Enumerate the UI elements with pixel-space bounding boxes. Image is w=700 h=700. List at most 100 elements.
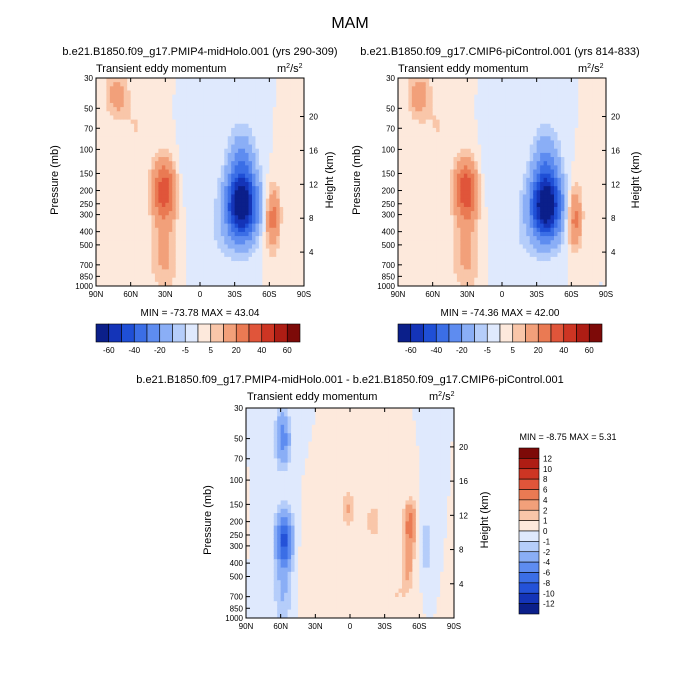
contour-cell [175,223,180,229]
contour-cell [151,252,156,258]
contour-cell [456,102,461,108]
contour-cell [265,148,270,154]
contour-cell [262,215,267,221]
contour-cell [213,123,218,129]
contour-cell [463,261,468,266]
contour-cell [460,269,465,275]
contour-cell [300,107,304,112]
contour-cell [106,136,111,141]
contour-cell [522,98,527,104]
contour-cell [477,115,482,121]
contour-cell [210,269,215,275]
contour-cell [272,252,277,258]
contour-cell [123,119,128,125]
contour-cell [512,177,517,183]
contour-cell [474,252,479,258]
contour-cell [463,140,468,146]
contour-cell [109,277,114,283]
contour-cell [522,86,527,92]
contour-cell [196,119,201,125]
contour-cell [415,177,420,183]
contour-cell [224,206,229,212]
contour-cell [186,78,191,83]
contour-cell [165,90,170,96]
contour-cell [224,136,229,141]
contour-cell [189,198,194,204]
contour-cell [481,269,486,275]
contour-cell [515,273,520,279]
contour-cell [512,227,517,233]
contour-cell [398,152,403,158]
contour-cell [193,219,198,225]
contour-cell [446,236,451,241]
contour-cell [99,231,104,237]
contour-cell [130,211,135,216]
contour-cell [224,256,229,262]
contour-cell [141,269,146,275]
contour-cell [446,182,451,187]
contour-cell [526,169,531,175]
contour-cell [279,173,284,179]
contour-cell [300,132,304,137]
contour-cell [168,190,173,196]
contour-cell [265,165,270,171]
contour-cell [144,152,149,158]
contour-cell [123,78,128,83]
contour-plot: 90N 60N 30N 0 30S 60S 90S305070100150200250300… [75,74,318,299]
contour-cell [213,256,218,262]
contour-cell [123,269,128,275]
contour-cell [474,202,479,208]
contour-cell [293,144,298,150]
contour-cell [512,265,517,270]
contour-cell [220,177,225,183]
contour-cell [179,107,184,112]
contour-cell [172,177,177,183]
contour-cell [238,115,243,121]
contour-cell [512,148,517,154]
contour-cell [206,127,211,133]
contour-cell [134,107,139,112]
contour-cell [227,94,232,100]
contour-cell [144,157,149,162]
contour-cell [488,206,493,212]
contour-cell [502,231,507,237]
contour-cell [484,223,489,229]
contour-cell [415,161,420,166]
contour-cell [127,78,132,83]
contour-cell [258,165,263,171]
contour-cell [456,273,461,279]
contour-cell [203,127,208,133]
contour-cell [297,165,302,171]
contour-cell [300,223,304,229]
contour-cell [443,111,448,117]
contour-cell [189,248,194,254]
contour-cell [300,98,304,104]
contour-cell [186,215,191,221]
contour-cell [182,269,187,275]
contour-cell [262,82,267,87]
contour-cell [161,82,166,87]
contour-cell [186,231,191,237]
contour-cell [269,148,274,154]
contour-cell [453,144,458,150]
contour-cell [172,240,177,245]
contour-cell [151,127,156,133]
contour-cell [491,94,496,100]
contour-cell [450,115,455,121]
contour-cell [238,244,243,250]
contour-cell [436,273,441,279]
contour-cell [248,144,253,150]
contour-cell [481,202,486,208]
contour-cell [404,227,409,233]
contour-cell [200,173,205,179]
contour-cell [99,144,104,150]
contour-cell [443,240,448,245]
contour-cell [106,165,111,171]
contour-cell [279,215,284,221]
contour-cell [102,161,107,166]
contour-cell [262,165,267,171]
contour-cell [505,186,510,191]
contour-cell [463,252,468,258]
contour-cell [179,152,184,158]
contour-cell [186,281,191,286]
